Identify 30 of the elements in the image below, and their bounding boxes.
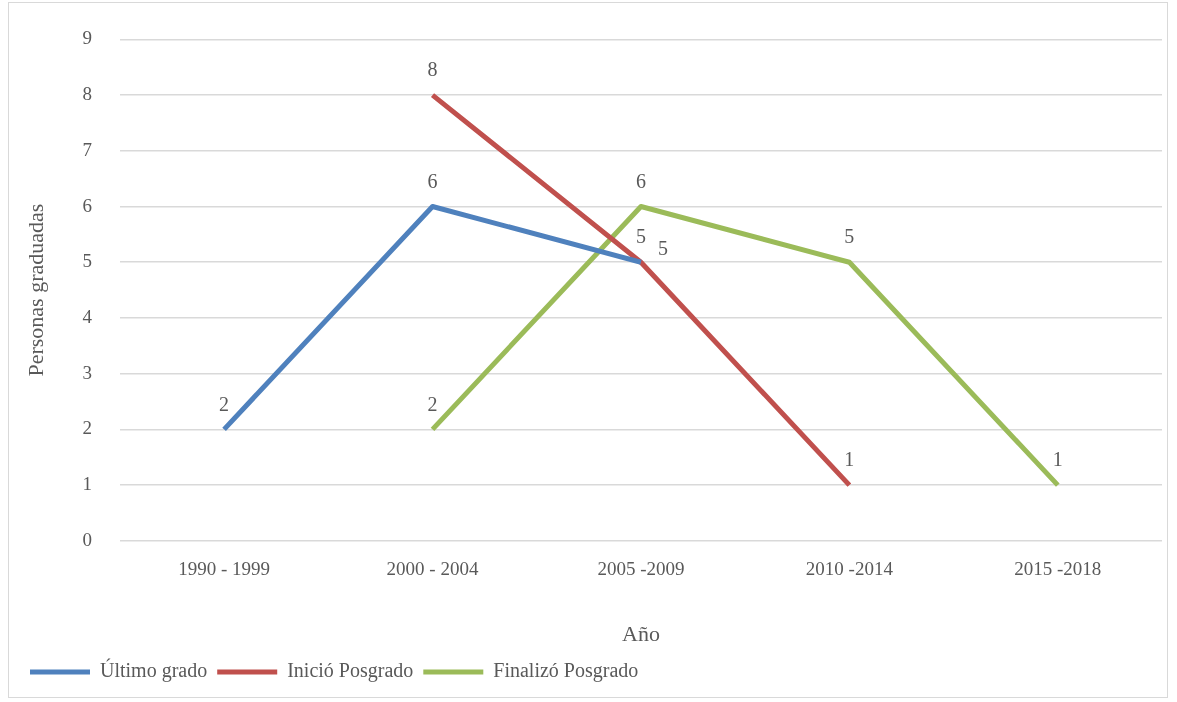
x-tick-label: 2005 -2009 — [597, 558, 685, 580]
data-label: 1 — [1052, 448, 1063, 471]
y-tick-label: 9 — [82, 27, 92, 49]
y-tick-label: 1 — [82, 473, 92, 495]
y-tick-label: 2 — [82, 417, 92, 439]
x-axis-title: Año — [622, 620, 660, 646]
legend-label: Finalizó Posgrado — [493, 659, 639, 683]
data-label: 8 — [427, 58, 438, 81]
y-tick-label: 5 — [82, 250, 92, 272]
y-tick-label: 8 — [82, 83, 92, 105]
legend-label: Inició Posgrado — [287, 659, 414, 683]
y-tick-label: 3 — [82, 361, 92, 383]
data-label: 6 — [635, 169, 646, 192]
data-label: 5 — [635, 225, 646, 248]
y-tick-label: 4 — [82, 305, 93, 327]
x-tick-label: 1990 - 1999 — [178, 558, 271, 580]
x-tick-label: 2010 -2014 — [805, 558, 894, 580]
data-label: 6 — [427, 169, 438, 192]
y-tick-label: 0 — [82, 528, 92, 550]
data-label: 2 — [219, 392, 230, 415]
y-tick-label: 7 — [82, 138, 92, 160]
data-label: 5 — [657, 237, 668, 260]
y-tick-label: 6 — [82, 194, 92, 216]
data-label: 5 — [844, 225, 855, 248]
data-label: 1 — [844, 448, 855, 471]
x-tick-label: 2015 -2018 — [1014, 558, 1102, 580]
legend-label: Último grado — [100, 658, 208, 683]
y-axis-title: Personas graduadas — [22, 203, 48, 377]
x-tick-label: 2000 - 2004 — [386, 558, 479, 580]
data-label: 2 — [427, 392, 438, 415]
